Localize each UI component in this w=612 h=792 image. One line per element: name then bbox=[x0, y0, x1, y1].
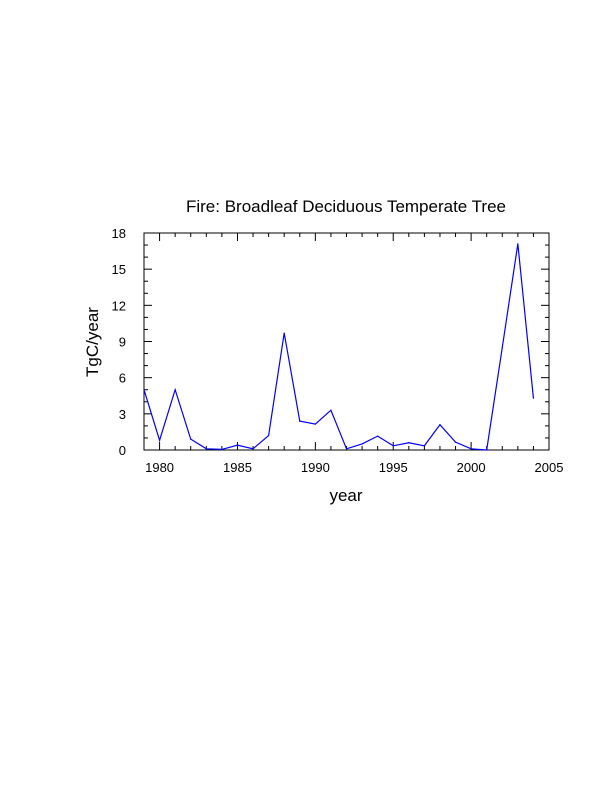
y-tick-label: 9 bbox=[119, 335, 126, 350]
y-tick-label: 18 bbox=[112, 226, 126, 241]
x-tick-label: 1990 bbox=[301, 460, 330, 475]
data-point bbox=[486, 449, 488, 451]
y-tick-label: 12 bbox=[112, 298, 126, 313]
y-axis: 0 3 6 9 12 15 18 bbox=[112, 226, 549, 458]
y-tick-label: 3 bbox=[119, 407, 126, 422]
data-point bbox=[299, 420, 301, 422]
y-tick-label: 6 bbox=[119, 371, 126, 386]
data-point bbox=[158, 439, 161, 441]
x-tick-label: 1985 bbox=[223, 460, 252, 475]
data-point bbox=[408, 442, 410, 444]
x-axis: 1980 1985 1990 1995 2000 2005 bbox=[143, 233, 564, 475]
data-point bbox=[423, 445, 425, 447]
data-point bbox=[205, 448, 207, 450]
data-point bbox=[221, 448, 223, 450]
x-tick-label: 1995 bbox=[379, 460, 408, 475]
x-tick-label: 2000 bbox=[457, 460, 486, 475]
data-point bbox=[532, 397, 535, 399]
data-point bbox=[314, 423, 316, 425]
data-point bbox=[470, 448, 472, 450]
data-point bbox=[236, 444, 239, 446]
data-point bbox=[330, 409, 332, 411]
data-point bbox=[252, 448, 254, 450]
data-point bbox=[392, 445, 394, 447]
y-axis-label: TgC/year bbox=[83, 307, 102, 377]
chart-title: Fire: Broadleaf Deciduous Temperate Tree bbox=[186, 197, 506, 216]
data-point bbox=[439, 424, 441, 426]
y-tick-label: 15 bbox=[112, 262, 126, 277]
x-tick-label: 2005 bbox=[535, 460, 564, 475]
x-tick-label: 1980 bbox=[145, 460, 174, 475]
data-point bbox=[345, 448, 348, 450]
plot-border bbox=[143, 232, 550, 451]
data-point bbox=[454, 441, 457, 443]
data-point bbox=[361, 443, 363, 445]
data-point bbox=[501, 346, 503, 349]
series-layer bbox=[143, 243, 535, 451]
data-point bbox=[517, 243, 519, 245]
data-point bbox=[143, 389, 145, 391]
data-point bbox=[283, 332, 285, 334]
data-point bbox=[268, 434, 270, 437]
data-point bbox=[377, 435, 379, 437]
y-tick-label: 0 bbox=[119, 443, 126, 458]
data-point bbox=[174, 389, 176, 391]
series-line bbox=[143, 243, 535, 451]
x-axis-label: year bbox=[329, 486, 362, 505]
plot-frame bbox=[143, 232, 550, 451]
data-point bbox=[190, 438, 192, 440]
